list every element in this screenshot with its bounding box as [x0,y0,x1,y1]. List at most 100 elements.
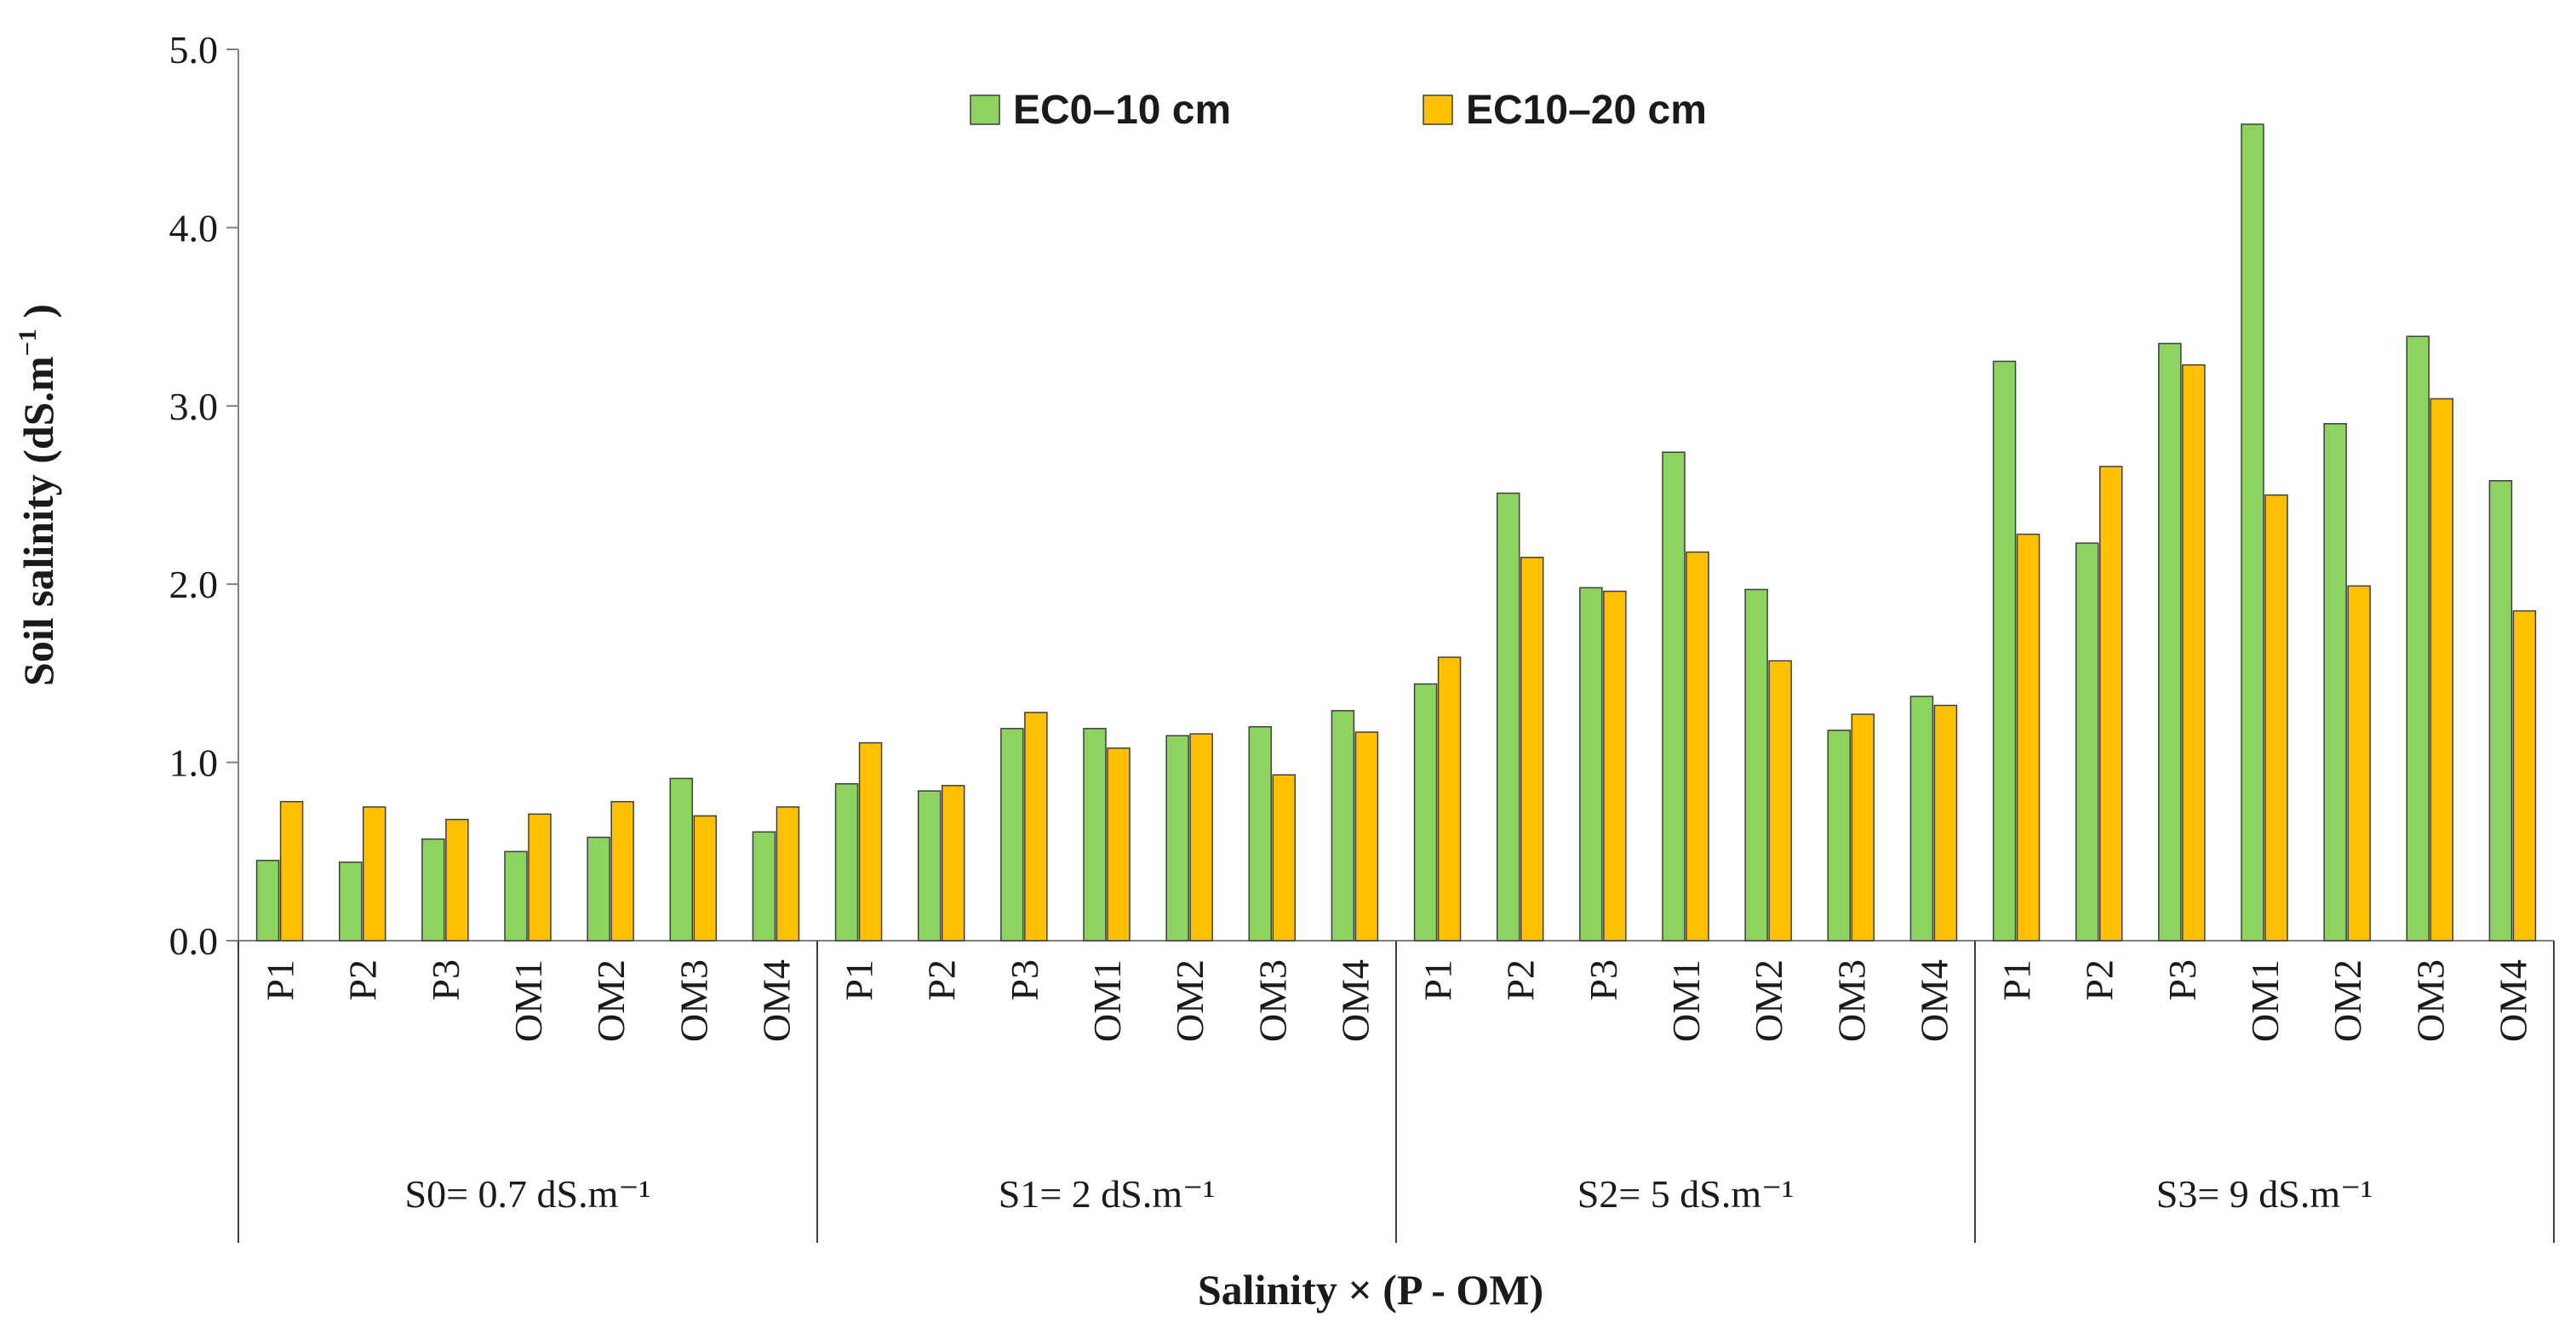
bar-ec0-10 [1579,587,1603,942]
bar-ec0-10 [1992,360,2017,942]
bar-ec0-10 [1331,710,1355,942]
x-category-label: OM2 [589,959,633,1042]
bar-ec0-10 [421,838,445,942]
y-tick-label: 4.0 [169,206,219,249]
bar-ec10-20 [776,806,800,942]
bar-ec0-10 [2323,422,2347,942]
x-category-label: OM1 [1664,959,1708,1042]
x-category-label: OM4 [2491,959,2534,1042]
y-axis-title: Soil salinity (dS.m−1 ) [14,304,62,686]
bar-ec10-20 [2016,533,2041,942]
y-tick-label: 1.0 [169,741,219,785]
legend-label: EC0–10 cm [1013,88,1231,133]
bar-ec10-20 [2430,398,2454,942]
bar-ec10-20 [2182,363,2206,942]
bar-ec0-10 [1165,735,1189,942]
bar-ec10-20 [1686,551,1709,942]
bar-ec10-20 [1437,656,1462,942]
bar-ec0-10 [1827,730,1852,942]
bar-ec10-20 [858,741,883,942]
bar-ec10-20 [2098,466,2123,942]
legend-label: EC10–20 cm [1466,88,1707,133]
bar-ec10-20 [1354,731,1379,942]
x-category-label: OM1 [1085,959,1129,1042]
bar-ec10-20 [1520,557,1544,942]
bar-ec0-10 [1496,492,1520,942]
y-tick-label: 2.0 [169,563,219,606]
bar-ec0-10 [1909,695,1934,942]
x-category-labels: P1 P2 P3 OM1 OM2 OM3 OM4 P1 P2 P3 OM1 OM2 OM3 OM4 P1 P2… [259,959,2535,1042]
x-category-label: OM2 [1168,959,1211,1042]
bar-ec0-10 [2158,342,2182,942]
bar-ec0-10 [2075,542,2099,942]
x-category-label: P1 [259,959,302,1001]
x-category-label: P1 [838,959,881,1001]
x-category-label: P3 [2161,959,2204,1001]
bar-ec10-20 [1851,713,1875,942]
bar-ec0-10 [1000,728,1024,942]
bar-ec10-20 [2512,610,2537,942]
x-category-label: OM3 [1251,959,1294,1042]
bar-ec0-10 [587,836,610,942]
bar-ec10-20 [1272,774,1297,942]
bar-ec10-20 [2264,494,2288,942]
bar-ec10-20 [1024,712,1048,942]
x-category-label: OM4 [1333,959,1377,1042]
x-category-label: P1 [1417,959,1460,1001]
bar-ec10-20 [1768,660,1792,942]
group-label: S0= 0.7 dS.m⁻¹ [405,1172,651,1216]
y-axis-title-superscript: −1 [14,329,42,356]
bar-ec10-20 [1189,733,1213,942]
x-category-label: P2 [920,959,964,1001]
bar-ec0-10 [1083,728,1107,942]
x-category-label: OM1 [2243,959,2287,1042]
group-label: S1= 2 dS.m⁻¹ [999,1172,1215,1216]
x-category-label: P3 [424,959,467,1001]
x-category-label: OM2 [2326,959,2369,1042]
y-axis-title: Soil salinity (dS.m−1 ) [14,304,62,686]
x-category-label: OM3 [2408,959,2452,1042]
x-category-label: P2 [341,959,385,1001]
x-category-label: P1 [1995,959,2039,1001]
bar-ec10-20 [1933,704,1958,942]
bar-ec10-20 [941,785,965,942]
bar-ec0-10 [834,782,859,942]
y-tick-label: 5.0 [169,28,219,72]
y-axis-title-main: Soil salinity (dS.m [14,356,62,686]
x-category-label: OM2 [1747,959,1790,1042]
x-category-label: P3 [1582,959,1625,1001]
x-group-labels: S0= 0.7 dS.m⁻¹ S1= 2 dS.m⁻¹ S2= 5 dS.m⁻¹ S3… [238,941,2555,1243]
legend-swatch [1423,94,1453,125]
legend: EC0–10 cm EC10–20 cm [970,88,1707,133]
bar-ec0-10 [752,831,776,942]
bar-ec0-10 [669,777,694,942]
y-tick-label: 3.0 [169,385,219,428]
y-axis-title-tail: ) [14,304,62,329]
y-tick-label: 0.0 [169,919,219,963]
bar-ec0-10 [2406,335,2430,942]
x-category-label: OM4 [1912,959,1955,1042]
bar-ec10-20 [528,813,552,942]
bar-ec0-10 [1248,725,1273,942]
bar-ec0-10 [1413,683,1438,942]
bar-ec10-20 [279,800,304,942]
bar-ec0-10 [1744,588,1768,942]
bar-ec0-10 [255,860,280,942]
x-category-label: P2 [1499,959,1543,1001]
legend-swatch [970,94,1000,125]
x-category-label: OM1 [507,959,550,1042]
bar-ec10-20 [610,800,634,942]
bar-ec10-20 [445,818,469,942]
x-axis-title: Salinity × (P - OM) [1198,1266,1543,1314]
bar-ec0-10 [2241,123,2264,942]
bar-ec0-10 [917,790,942,942]
bar-ec10-20 [2347,585,2371,942]
x-category-label: OM3 [1829,959,1873,1042]
bar-ec10-20 [1107,747,1131,942]
bars [255,123,2537,942]
bar-ec0-10 [504,850,528,942]
bar-ec0-10 [1662,451,1686,942]
bar-ec0-10 [338,861,363,942]
bar-ec10-20 [693,815,718,942]
